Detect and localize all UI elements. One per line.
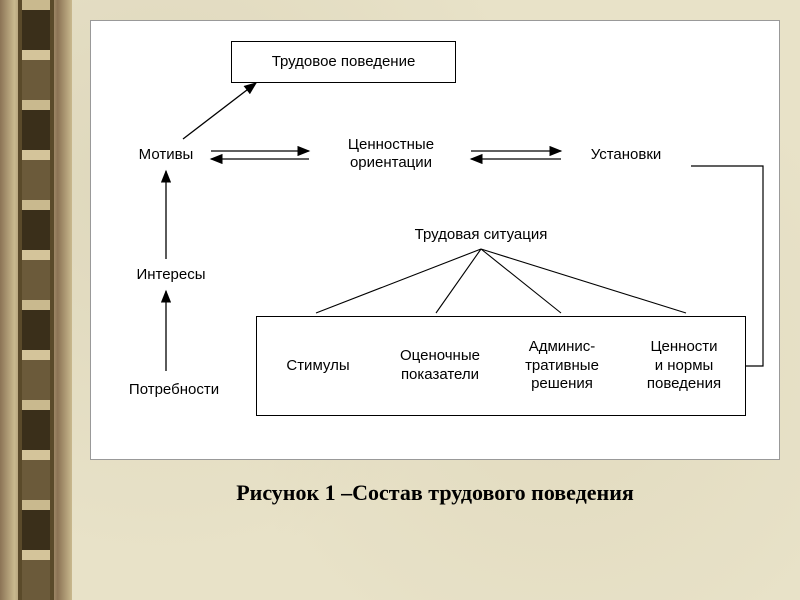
cell-evaluative: Оценочные показатели: [379, 343, 501, 389]
node-label: Установки: [591, 146, 662, 163]
node-label: Трудовое поведение: [272, 53, 416, 71]
cell-values-norms: Ценности и нормы поведения: [623, 334, 745, 398]
cell-label-3: поведения: [647, 375, 721, 394]
diagram-container: Трудовое поведение Мотивы Ценностные ори…: [90, 20, 780, 460]
cell-label-2: показатели: [401, 366, 479, 385]
node-labor-behavior: Трудовое поведение: [231, 41, 456, 83]
node-label: Мотивы: [139, 146, 194, 163]
cell-label: Стимулы: [286, 357, 349, 376]
situation-box: Стимулы Оценочные показатели Админис- тр…: [256, 316, 746, 416]
decorative-border: [0, 0, 72, 600]
cell-label-2: и нормы: [655, 357, 714, 376]
cell-label-1: Админис-: [529, 338, 596, 357]
node-label: Потребности: [129, 381, 219, 398]
cell-label-1: Оценочные: [400, 347, 480, 366]
node-label-line1: Ценностные: [316, 136, 466, 154]
cell-admin: Админис- тративные решения: [501, 334, 623, 398]
node-work-situation: Трудовая ситуация: [381, 226, 581, 244]
caption-text: Рисунок 1 –Состав трудового поведения: [236, 480, 634, 505]
figure-caption: Рисунок 1 –Состав трудового поведения: [90, 480, 780, 506]
node-motives: Мотивы: [121, 146, 211, 164]
node-needs: Потребности: [109, 381, 239, 399]
decorative-border-inner: [18, 0, 54, 600]
node-value-orientations: Ценностные ориентации: [316, 136, 466, 172]
cell-label-1: Ценности: [650, 338, 717, 357]
cell-stimuli: Стимулы: [257, 353, 379, 380]
cell-label-2: тративные: [525, 357, 599, 376]
node-label-line2: ориентации: [316, 154, 466, 172]
node-label: Трудовая ситуация: [415, 226, 548, 243]
node-label: Интересы: [136, 266, 205, 283]
node-interests: Интересы: [121, 266, 221, 284]
cell-label-3: решения: [531, 375, 593, 394]
node-attitudes: Установки: [566, 146, 686, 164]
